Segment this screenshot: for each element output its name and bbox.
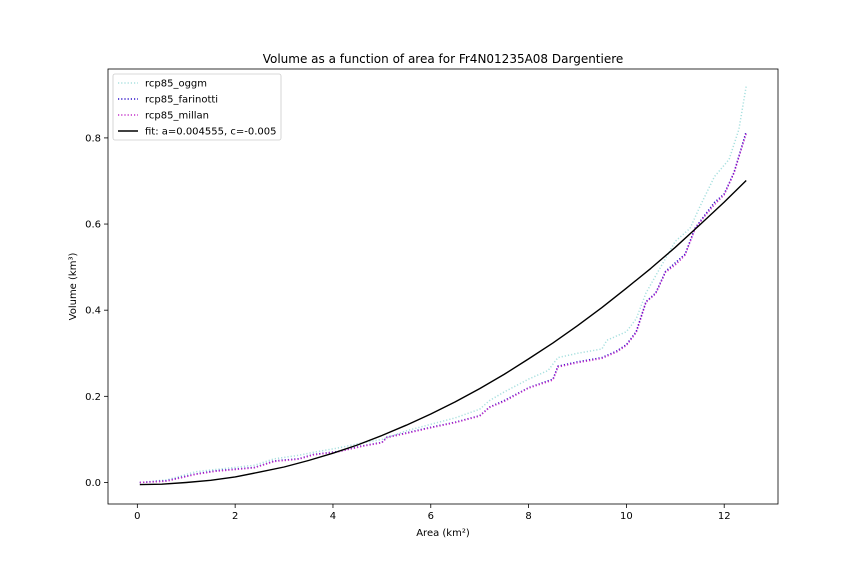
- x-tick-label: 4: [330, 511, 336, 522]
- y-tick-label: 0.8: [85, 133, 101, 144]
- chart-title: Volume as a function of area for Fr4N012…: [263, 52, 624, 66]
- legend-label: rcp85_millan: [145, 111, 209, 122]
- y-axis-label: Volume (km³): [68, 253, 79, 321]
- legend-box: [112, 73, 282, 141]
- x-tick-label: 8: [525, 511, 531, 522]
- x-tick-label: 6: [428, 511, 434, 522]
- y-axis-ticks: 0.0 0.2 0.4 0.6 0.8: [85, 133, 108, 489]
- legend-label: rcp85_farinotti: [145, 95, 218, 106]
- y-tick-label: 0.6: [85, 220, 101, 231]
- y-tick-label: 0.4: [85, 306, 101, 317]
- series-line-1: [139, 86, 747, 484]
- y-tick-label: 0.2: [85, 392, 101, 403]
- x-axis-ticks: 0 2 4 6 8 10 12: [134, 504, 731, 522]
- x-tick-label: 12: [718, 511, 731, 522]
- x-axis-label: Area (km²): [416, 528, 470, 539]
- x-tick-label: 0: [134, 511, 140, 522]
- x-tick-label: 10: [620, 511, 633, 522]
- y-tick-label: 0.0: [85, 478, 101, 489]
- plot-area: [107, 68, 779, 505]
- legend: rcp85_oggm rcp85_farinotti rcp85_millanfit…: [112, 73, 282, 141]
- x-tick-label: 2: [232, 511, 238, 522]
- series-layer: [139, 86, 747, 486]
- legend-label: fit: a=0.004555, c=-0.005: [145, 127, 276, 138]
- legend-label: rcp85_oggm: [145, 79, 207, 90]
- series-line-3: [139, 133, 747, 484]
- series-line-4: [139, 180, 747, 486]
